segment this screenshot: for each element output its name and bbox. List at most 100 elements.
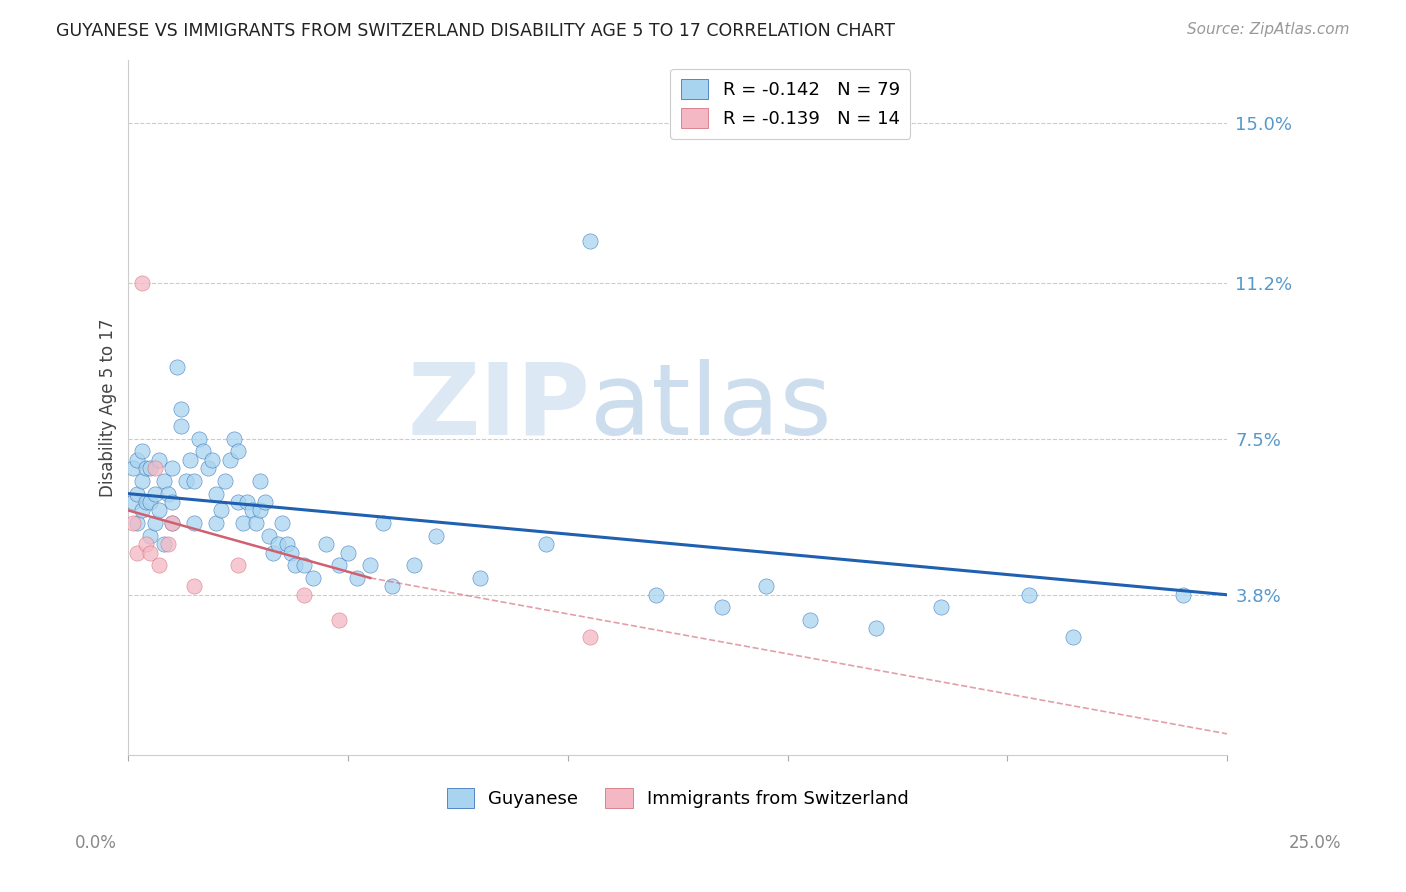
Point [143,516,166,530]
Point [131,444,153,458]
Point [201,453,224,467]
Point [232,516,254,530]
Point [865,622,887,636]
Point [228,444,250,458]
Point [121,516,143,530]
Point [170,402,193,417]
Point [139,529,162,543]
Text: ZIP: ZIP [406,359,591,456]
Point [152,474,174,488]
Point [468,571,491,585]
Point [280,546,302,560]
Point [315,537,337,551]
Point [218,453,240,467]
Point [162,516,184,530]
Point [152,537,174,551]
Point [337,546,360,560]
Point [170,419,193,434]
Point [139,546,162,560]
Point [534,537,557,551]
Point [373,516,395,530]
Point [127,516,149,530]
Point [148,558,170,573]
Point [148,503,170,517]
Point [228,495,250,509]
Point [157,537,180,551]
Point [931,600,953,615]
Point [302,571,325,585]
Point [205,486,228,500]
Point [1173,588,1195,602]
Point [131,276,153,290]
Point [162,495,184,509]
Point [644,588,666,602]
Point [1018,588,1040,602]
Point [236,495,259,509]
Point [131,503,153,517]
Point [284,558,307,573]
Point [245,516,267,530]
Point [162,516,184,530]
Point [1062,630,1084,644]
Point [183,516,205,530]
Point [143,461,166,475]
Point [579,234,602,248]
Point [214,474,236,488]
Point [139,495,162,509]
Point [404,558,426,573]
Point [425,529,447,543]
Point [209,503,232,517]
Point [127,546,149,560]
Point [579,630,602,644]
Text: GUYANESE VS IMMIGRANTS FROM SWITZERLAND DISABILITY AGE 5 TO 17 CORRELATION CHART: GUYANESE VS IMMIGRANTS FROM SWITZERLAND … [56,22,896,40]
Point [187,432,209,446]
Point [253,495,276,509]
Point [127,486,149,500]
Point [263,546,285,560]
Point [292,558,315,573]
Text: Source: ZipAtlas.com: Source: ZipAtlas.com [1187,22,1350,37]
Point [328,613,350,627]
Point [328,558,350,573]
Point [174,474,197,488]
Point [143,486,166,500]
Point [249,503,271,517]
Text: 0.0%: 0.0% [75,834,117,852]
Point [139,461,162,475]
Point [183,579,205,593]
Point [179,453,201,467]
Point [127,453,149,467]
Point [222,432,245,446]
Point [197,461,219,475]
Point [121,461,143,475]
Point [157,486,180,500]
Point [267,537,290,551]
Point [205,516,228,530]
Point [193,444,215,458]
Point [228,558,250,573]
Point [359,558,381,573]
Point [276,537,298,551]
Point [162,461,184,475]
Point [292,588,315,602]
Point [271,516,294,530]
Point [381,579,404,593]
Y-axis label: Disability Age 5 to 17: Disability Age 5 to 17 [100,318,117,497]
Point [799,613,821,627]
Point [166,360,188,375]
Point [257,529,280,543]
Point [148,453,170,467]
Point [135,537,157,551]
Point [131,474,153,488]
Point [710,600,733,615]
Point [135,461,157,475]
Point [346,571,368,585]
Text: 25.0%: 25.0% [1288,834,1341,852]
Point [183,474,205,488]
Point [755,579,778,593]
Point [135,495,157,509]
Point [249,474,271,488]
Point [121,495,143,509]
Text: atlas: atlas [591,359,831,456]
Legend: Guyanese, Immigrants from Switzerland: Guyanese, Immigrants from Switzerland [440,781,915,815]
